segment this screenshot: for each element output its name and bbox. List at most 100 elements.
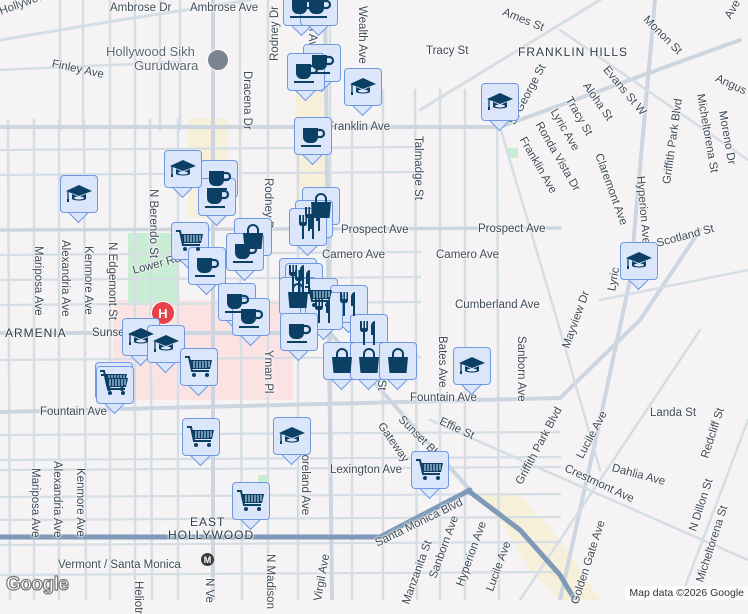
coffee-marker[interactable] (188, 247, 228, 296)
school-marker[interactable] (147, 325, 187, 374)
street-label: Ambrose Dr (110, 2, 172, 14)
park-area (508, 148, 518, 158)
street-label: Bates Ave (436, 336, 448, 388)
school-icon (624, 246, 654, 276)
street (0, 60, 182, 72)
school-marker[interactable] (481, 83, 521, 132)
school-icon (348, 72, 378, 102)
street-label: Prospect Ave (478, 223, 546, 235)
neighborhood-label: ARMENIA (5, 326, 67, 340)
restaurant-marker[interactable] (330, 285, 370, 334)
street-label: Tracy St (426, 45, 469, 57)
street (418, 0, 602, 112)
bag-icon (327, 346, 357, 376)
coffee-icon (202, 182, 232, 212)
street (0, 455, 562, 462)
metro-station-icon[interactable]: M (201, 553, 214, 566)
school-marker[interactable] (620, 242, 660, 291)
cart-icon (236, 486, 266, 516)
coffee-icon (284, 317, 314, 347)
street (598, 268, 748, 302)
school-icon (485, 87, 515, 117)
street-label: N Edgemont St (106, 242, 118, 320)
street (0, 145, 422, 152)
map-attribution[interactable]: Map data ©2026 Google (625, 586, 748, 600)
park-area (128, 233, 178, 303)
street-label: Yman Pl (262, 350, 274, 394)
coffee-marker[interactable] (294, 117, 334, 166)
coffee-marker[interactable] (198, 178, 238, 227)
school-icon (277, 421, 307, 451)
school-marker[interactable] (273, 417, 313, 466)
restaurant-marker[interactable] (350, 314, 390, 363)
cart-marker[interactable] (411, 451, 451, 500)
street-label: Fountain Ave (410, 392, 477, 404)
cart-marker[interactable] (182, 418, 222, 467)
street (678, 418, 748, 600)
hollywood-blvd (0, 0, 252, 42)
street (0, 570, 562, 577)
transit-line (467, 489, 578, 600)
street-label: N Berendo St (147, 189, 159, 259)
cart-marker[interactable] (96, 366, 136, 415)
school-icon (457, 351, 487, 381)
school-marker[interactable] (453, 347, 493, 396)
coffee-marker[interactable] (300, 0, 340, 37)
street (0, 515, 562, 522)
restaurant-marker[interactable] (289, 208, 329, 257)
school-marker[interactable] (60, 175, 100, 224)
fountain-ave (0, 228, 702, 414)
park-area (258, 475, 268, 485)
school-icon (168, 154, 198, 184)
school-marker[interactable] (344, 68, 384, 117)
cart-icon (186, 422, 216, 452)
coffee-marker[interactable] (287, 53, 327, 102)
coffee-icon (230, 237, 260, 267)
restaurant-icon (293, 212, 323, 242)
street-label: N Ve (203, 578, 215, 603)
street (518, 328, 702, 600)
cart-icon (100, 370, 130, 400)
street-label: Rodney Dr (269, 6, 281, 61)
coffee-icon (192, 251, 222, 281)
street (558, 28, 748, 162)
street-label: Camero Ave (322, 249, 386, 261)
poi-label[interactable]: Hollywood Sikh (106, 44, 195, 59)
coffee-marker[interactable] (280, 313, 320, 362)
street-label: Alexandria Ave (59, 240, 71, 317)
coffee-icon (298, 121, 328, 151)
street-label: Alexandria Ave (51, 461, 63, 538)
cart-marker[interactable] (232, 482, 272, 531)
school-icon (64, 179, 94, 209)
bag-marker[interactable] (379, 342, 419, 391)
neighborhood-label: EAST (190, 515, 226, 529)
cart-marker[interactable] (171, 222, 211, 271)
poi-label[interactable]: Gurudwara (134, 58, 199, 73)
street-label: Wealth Ave (356, 6, 368, 64)
street-label: Heliotr (132, 581, 144, 614)
street-label: Prospect Ave (341, 224, 409, 236)
santa-monica-blvd-transit (0, 487, 473, 540)
cart-icon (415, 455, 445, 485)
street-label: Mariposa Ave (29, 468, 41, 538)
school-marker[interactable] (122, 318, 162, 367)
street (428, 418, 748, 562)
coffee-marker[interactable] (232, 298, 272, 347)
prospect-ave (0, 226, 562, 232)
neighborhood-label: FRANKLIN HILLS (518, 45, 629, 59)
cart-marker[interactable] (180, 348, 220, 397)
street-label: Kenmore Ave (82, 246, 94, 315)
bag-icon (383, 346, 413, 376)
street-label: Lexington Ave (330, 464, 403, 476)
school-marker[interactable] (164, 150, 204, 199)
street-label: Kenmore Ave (74, 468, 86, 537)
restaurant-icon (354, 318, 384, 348)
street (0, 465, 562, 472)
street-label: Fountain Ave (40, 406, 107, 418)
street (498, 125, 602, 472)
google-logo: Google (5, 573, 69, 595)
place-of-worship-icon[interactable] (207, 49, 229, 71)
street-label: Dracena Dr (241, 71, 253, 130)
street-label: Talmadge St (412, 136, 424, 200)
bag-icon (354, 346, 384, 376)
